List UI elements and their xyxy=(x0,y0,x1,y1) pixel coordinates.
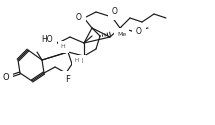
Text: F: F xyxy=(66,76,71,84)
Text: O: O xyxy=(112,8,118,16)
Polygon shape xyxy=(49,37,58,43)
Text: O: O xyxy=(136,28,142,36)
Text: H: H xyxy=(61,44,65,50)
Text: Me: Me xyxy=(117,32,126,36)
Text: O: O xyxy=(3,72,9,82)
Text: O: O xyxy=(76,12,82,22)
Text: H: H xyxy=(77,58,83,64)
Text: HO: HO xyxy=(41,34,53,43)
Text: H: H xyxy=(75,58,79,64)
